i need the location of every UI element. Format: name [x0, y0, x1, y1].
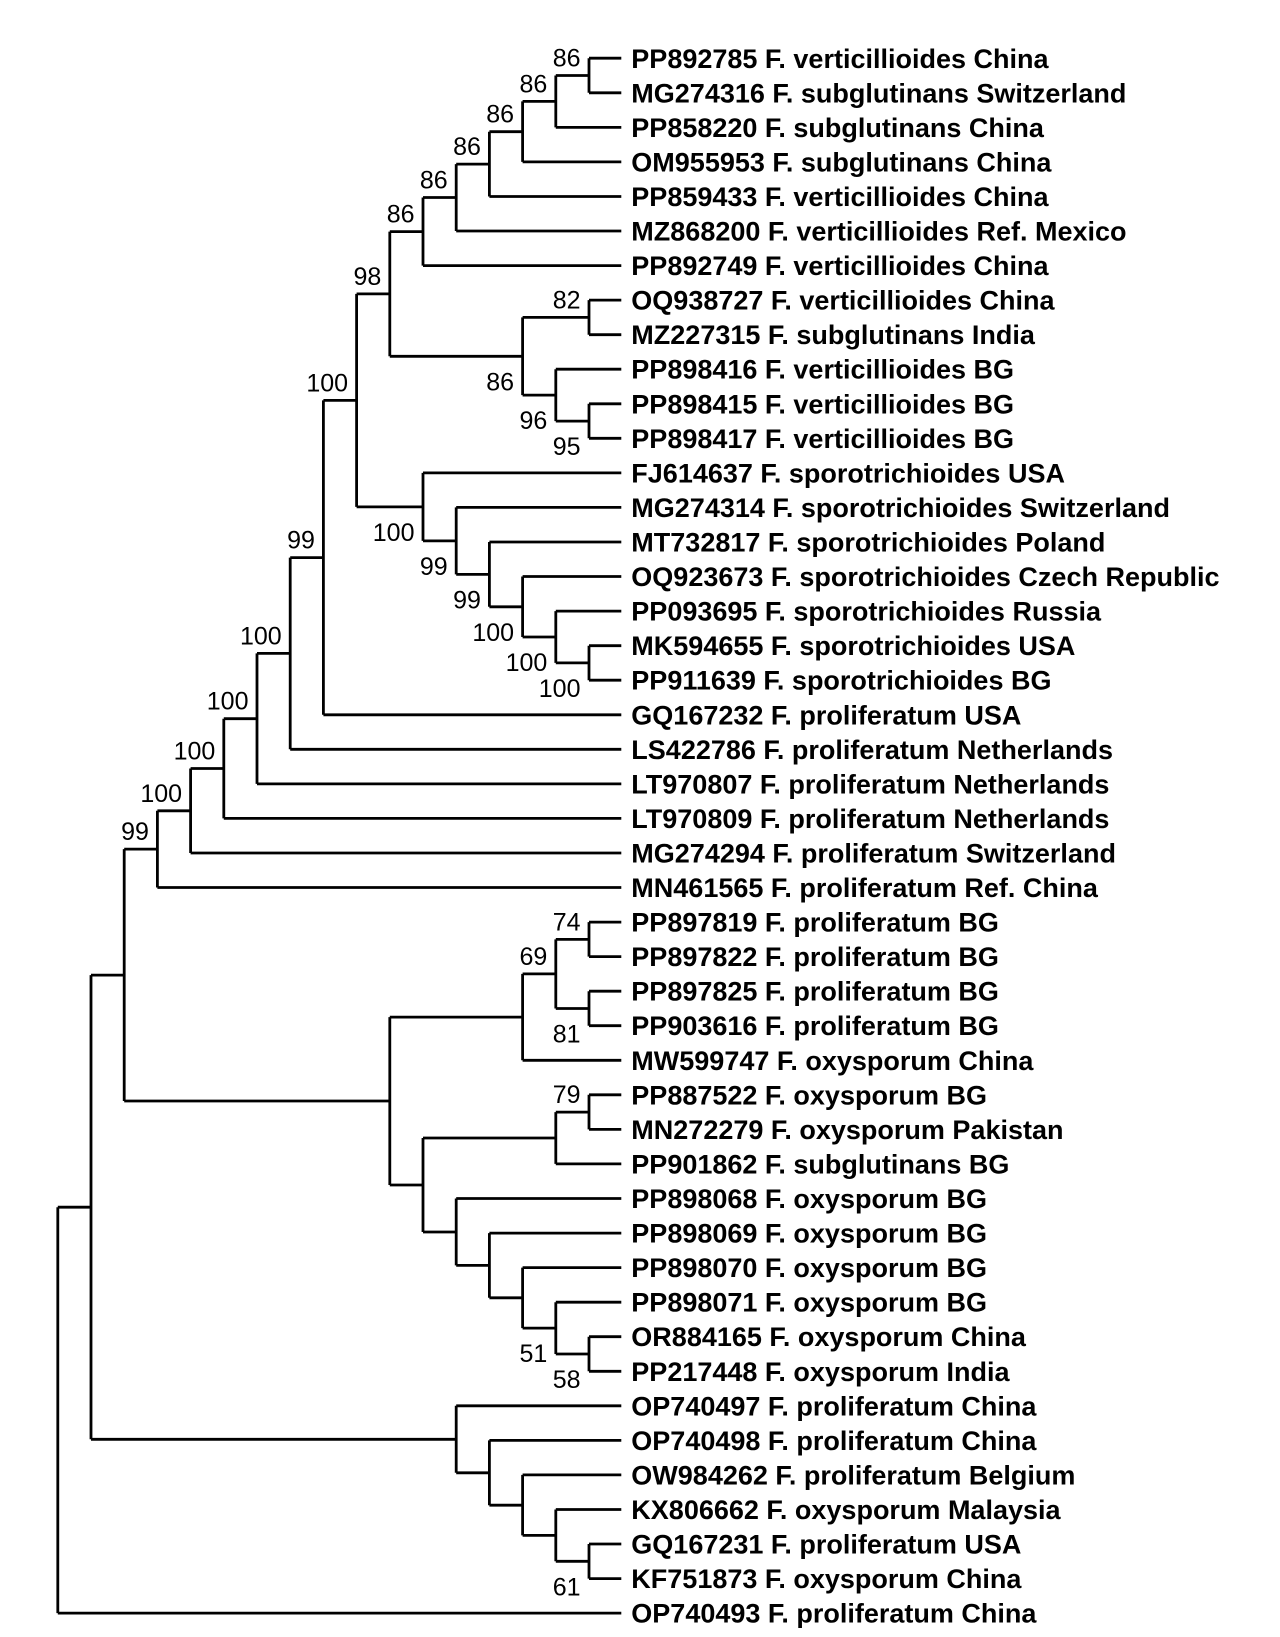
svg-text:PP892785 F. verticillioides Ch: PP892785 F. verticillioides China — [631, 44, 1049, 74]
svg-text:OM955953 F. subglutinans China: OM955953 F. subglutinans China — [631, 147, 1052, 177]
svg-text:86: 86 — [453, 133, 481, 161]
svg-text:61: 61 — [553, 1573, 581, 1601]
svg-text:100: 100 — [306, 369, 348, 397]
svg-text:LT970807 F. proliferatum Nethe: LT970807 F. proliferatum Netherlands — [631, 769, 1109, 799]
svg-text:96: 96 — [519, 407, 547, 435]
svg-text:PP911639 F. sporotrichioides B: PP911639 F. sporotrichioides BG — [631, 666, 1051, 696]
svg-text:MT732817 F. sporotrichioides P: MT732817 F. sporotrichioides Poland — [631, 528, 1105, 558]
svg-text:OR884165 F. oxysporum China: OR884165 F. oxysporum China — [631, 1322, 1027, 1352]
svg-text:58: 58 — [553, 1366, 581, 1394]
svg-text:86: 86 — [486, 368, 514, 396]
svg-text:86: 86 — [553, 45, 581, 73]
svg-text:51: 51 — [519, 1340, 547, 1368]
svg-text:OP740493 F. proliferatum China: OP740493 F. proliferatum China — [631, 1599, 1037, 1629]
svg-text:MG274294 F. proliferatum Switz: MG274294 F. proliferatum Switzerland — [631, 839, 1116, 869]
svg-text:86: 86 — [387, 201, 415, 229]
svg-text:69: 69 — [519, 943, 547, 971]
svg-text:82: 82 — [553, 286, 581, 314]
svg-text:100: 100 — [207, 688, 249, 716]
svg-text:OQ923673 F. sporotrichioides C: OQ923673 F. sporotrichioides Czech Repub… — [631, 562, 1219, 592]
svg-text:MZ868200 F. verticillioides Re: MZ868200 F. verticillioides Ref. Mexico — [631, 217, 1126, 247]
svg-text:PP217448 F. oxysporum India: PP217448 F. oxysporum India — [631, 1357, 1010, 1387]
svg-text:PP898417 F. verticillioides BG: PP898417 F. verticillioides BG — [631, 424, 1014, 454]
svg-text:LT970809 F. proliferatum Nethe: LT970809 F. proliferatum Netherlands — [631, 804, 1109, 834]
svg-text:100: 100 — [373, 519, 415, 547]
svg-text:PP897822 F. proliferatum BG: PP897822 F. proliferatum BG — [631, 942, 999, 972]
svg-text:MG274314 F. sporotrichioides S: MG274314 F. sporotrichioides Switzerland — [631, 493, 1170, 523]
svg-text:GQ167231 F. proliferatum USA: GQ167231 F. proliferatum USA — [631, 1530, 1021, 1560]
svg-text:86: 86 — [420, 167, 448, 195]
svg-text:PP898415 F. verticillioides BG: PP898415 F. verticillioides BG — [631, 389, 1014, 419]
svg-text:PP892749 F. verticillioides Ch: PP892749 F. verticillioides China — [631, 251, 1049, 281]
svg-text:LS422786 F. proliferatum Nethe: LS422786 F. proliferatum Netherlands — [631, 735, 1113, 765]
svg-text:99: 99 — [121, 818, 149, 846]
svg-text:PP093695 F. sporotrichioides R: PP093695 F. sporotrichioides Russia — [631, 597, 1102, 627]
svg-text:79: 79 — [553, 1081, 581, 1109]
svg-text:PP897819 F. proliferatum BG: PP897819 F. proliferatum BG — [631, 908, 999, 938]
svg-text:98: 98 — [353, 263, 381, 291]
svg-text:KF751873 F. oxysporum China: KF751873 F. oxysporum China — [631, 1564, 1022, 1594]
svg-text:OP740497 F. proliferatum China: OP740497 F. proliferatum China — [631, 1391, 1037, 1421]
svg-text:OW984262 F. proliferatum Belgi: OW984262 F. proliferatum Belgium — [631, 1460, 1075, 1490]
svg-text:PP898068 F. oxysporum BG: PP898068 F. oxysporum BG — [631, 1184, 987, 1214]
svg-text:PP897825 F. proliferatum BG: PP897825 F. proliferatum BG — [631, 977, 999, 1007]
svg-text:MW599747 F. oxysporum China: MW599747 F. oxysporum China — [631, 1046, 1034, 1076]
svg-text:MG274316 F. subglutinans Switz: MG274316 F. subglutinans Switzerland — [631, 78, 1126, 108]
svg-text:100: 100 — [240, 622, 282, 650]
svg-text:PP898416 F. verticillioides BG: PP898416 F. verticillioides BG — [631, 355, 1014, 385]
svg-text:KX806662 F. oxysporum Malaysia: KX806662 F. oxysporum Malaysia — [631, 1495, 1061, 1525]
svg-text:OQ938727 F. verticillioides Ch: OQ938727 F. verticillioides China — [631, 286, 1055, 316]
svg-text:MK594655 F. sporotrichioides U: MK594655 F. sporotrichioides USA — [631, 631, 1075, 661]
svg-text:GQ167232 F. proliferatum USA: GQ167232 F. proliferatum USA — [631, 700, 1021, 730]
svg-text:MN461565 F. proliferatum Ref.: MN461565 F. proliferatum Ref. China — [631, 873, 1099, 903]
svg-text:PP859433 F. verticillioides Ch: PP859433 F. verticillioides China — [631, 182, 1049, 212]
svg-text:PP898069 F. oxysporum BG: PP898069 F. oxysporum BG — [631, 1219, 987, 1249]
svg-text:100: 100 — [140, 780, 182, 808]
svg-text:99: 99 — [287, 527, 315, 555]
svg-text:100: 100 — [472, 619, 514, 647]
svg-text:100: 100 — [506, 649, 548, 677]
svg-text:86: 86 — [519, 70, 547, 98]
svg-text:86: 86 — [486, 101, 514, 129]
svg-text:PP898070 F. oxysporum BG: PP898070 F. oxysporum BG — [631, 1253, 987, 1283]
svg-text:PP901862 F. subglutinans BG: PP901862 F. subglutinans BG — [631, 1149, 1009, 1179]
svg-text:99: 99 — [420, 553, 448, 581]
svg-text:74: 74 — [553, 908, 581, 936]
svg-text:100: 100 — [174, 738, 216, 766]
svg-text:95: 95 — [553, 433, 581, 461]
svg-text:PP887522 F. oxysporum BG: PP887522 F. oxysporum BG — [631, 1080, 987, 1110]
svg-text:100: 100 — [539, 675, 581, 703]
svg-text:MN272279 F. oxysporum Pakistan: MN272279 F. oxysporum Pakistan — [631, 1115, 1063, 1145]
svg-text:PP858220 F. subglutinans China: PP858220 F. subglutinans China — [631, 113, 1045, 143]
svg-text:FJ614637 F. sporotrichioides U: FJ614637 F. sporotrichioides USA — [631, 458, 1065, 488]
svg-text:PP898071 F. oxysporum BG: PP898071 F. oxysporum BG — [631, 1288, 987, 1318]
svg-text:OP740498 F. proliferatum China: OP740498 F. proliferatum China — [631, 1426, 1037, 1456]
svg-text:PP903616 F. proliferatum BG: PP903616 F. proliferatum BG — [631, 1011, 999, 1041]
svg-text:81: 81 — [553, 1021, 581, 1049]
svg-text:MZ227315 F. subglutinans India: MZ227315 F. subglutinans India — [631, 320, 1036, 350]
svg-text:99: 99 — [453, 586, 481, 614]
